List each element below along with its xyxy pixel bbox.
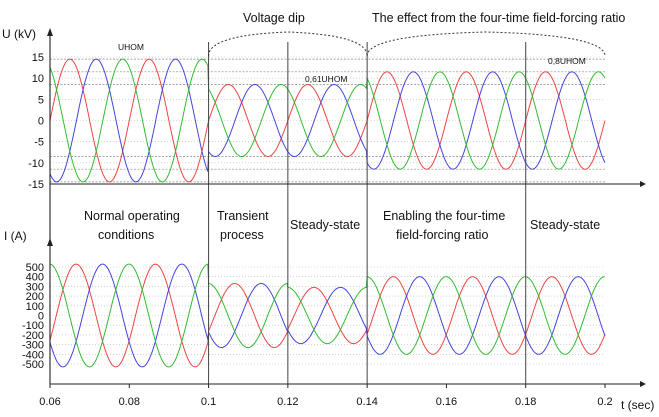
voltage-dip-label: Voltage dip bbox=[243, 11, 305, 25]
current-y-arrow bbox=[47, 238, 53, 246]
time-tick-label: 0.16 bbox=[436, 396, 457, 408]
time-axis-arrow bbox=[640, 381, 646, 387]
region-label-normal-line2: conditions bbox=[98, 228, 154, 242]
region-label-normal-line1: Normal operating bbox=[84, 209, 180, 223]
voltage-tick-label: 15 bbox=[32, 52, 44, 64]
current-series-A bbox=[49, 263, 606, 368]
brace-arc bbox=[366, 31, 606, 57]
current-tick-label: 200 bbox=[26, 291, 44, 303]
u-061-annotation: 0,61UHOM bbox=[305, 74, 348, 84]
time-tick-label: 0.06 bbox=[39, 396, 60, 408]
voltage-series-A bbox=[49, 58, 606, 183]
current-tick-label: -400 bbox=[22, 349, 44, 361]
axes-layer: 151050-5-10-155004003002001000-100-200-3… bbox=[22, 28, 646, 408]
voltage-y-arrow bbox=[47, 28, 53, 36]
voltage-tick-label: -5 bbox=[34, 137, 44, 149]
current-tick-label: -100 bbox=[22, 320, 44, 332]
region-label-enabling-line2: field-forcing ratio bbox=[396, 228, 488, 242]
time-tick-label: 0.1 bbox=[201, 396, 216, 408]
current-tick-label: 400 bbox=[26, 272, 44, 284]
region-label-transient-line2: process bbox=[220, 228, 264, 242]
current-tick-label: 0 bbox=[38, 311, 44, 323]
current-tick-label: 500 bbox=[26, 262, 44, 274]
time-tick-label: 0.2 bbox=[597, 396, 612, 408]
voltage-series-C bbox=[49, 58, 606, 183]
voltage-tick-label: 10 bbox=[32, 73, 44, 85]
current-tick-label: -500 bbox=[22, 359, 44, 371]
voltage-axis-arrow bbox=[640, 181, 646, 187]
current-axis-title: I (A) bbox=[4, 229, 27, 243]
current-tick-label: -200 bbox=[22, 330, 44, 342]
time-axis-title: t (sec) bbox=[621, 398, 654, 412]
u-08-annotation: 0,8UHOM bbox=[548, 56, 586, 66]
voltage-tick-label: -10 bbox=[28, 158, 44, 170]
time-tick-label: 0.18 bbox=[515, 396, 536, 408]
current-series-B bbox=[49, 263, 606, 368]
u-nom-annotation: UHOM bbox=[118, 42, 144, 52]
brace-arc bbox=[208, 31, 368, 57]
current-tick-label: -300 bbox=[22, 340, 44, 352]
time-tick-label: 0.08 bbox=[119, 396, 140, 408]
voltage-series-B bbox=[49, 58, 606, 183]
field-forcing-effect-label: The effect from the four-time field-forc… bbox=[372, 11, 625, 25]
voltage-axis-title: U (kV) bbox=[2, 27, 36, 41]
voltage-tick-label: 5 bbox=[38, 94, 44, 106]
region-label-enabling-line1: Enabling the four-time bbox=[383, 209, 505, 223]
voltage-tick-label: 0 bbox=[38, 116, 44, 128]
region-label-steady1: Steady-state bbox=[290, 218, 360, 232]
waveform-layer bbox=[49, 58, 606, 368]
current-tick-label: 300 bbox=[26, 281, 44, 293]
time-tick-label: 0.14 bbox=[356, 396, 377, 408]
current-tick-label: 100 bbox=[26, 301, 44, 313]
current-series-C bbox=[49, 263, 605, 368]
region-label-steady2: Steady-state bbox=[530, 218, 600, 232]
voltage-tick-label: -15 bbox=[28, 179, 44, 191]
time-tick-label: 0.12 bbox=[277, 396, 298, 408]
region-label-transient-line1: Transient bbox=[217, 209, 269, 223]
